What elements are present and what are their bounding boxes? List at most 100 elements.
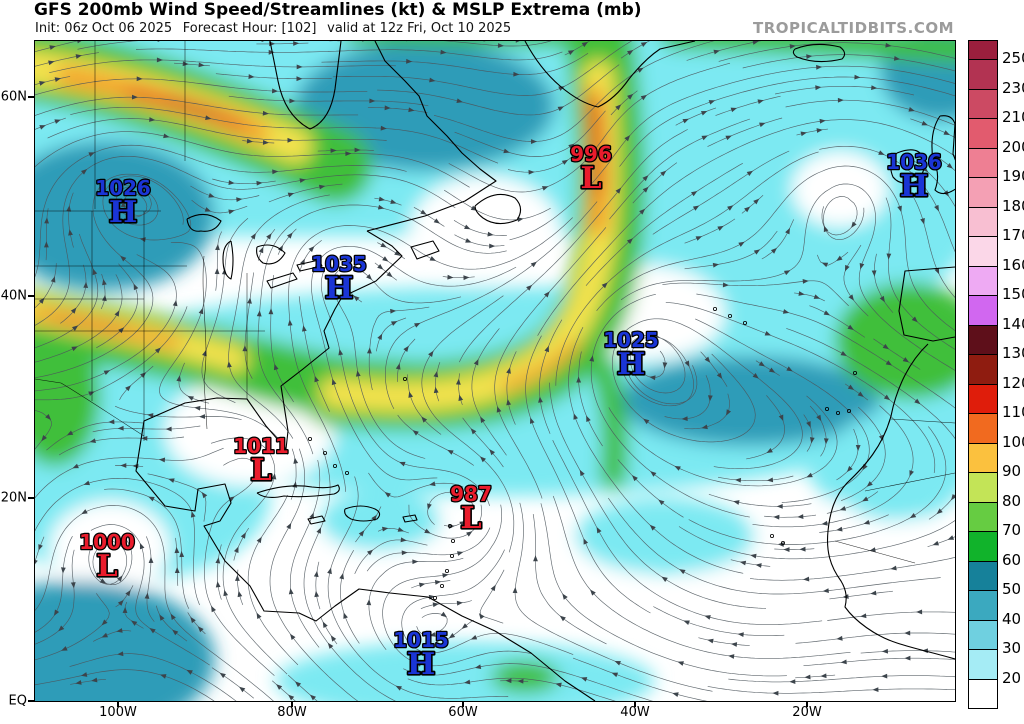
streamline-arrow-icon xyxy=(722,282,729,288)
streamline xyxy=(187,612,206,635)
streamline-arrow-icon xyxy=(601,282,608,289)
streamline-arrow-icon xyxy=(448,633,456,639)
streamline-arrow-icon xyxy=(309,694,316,701)
streamline xyxy=(290,448,297,500)
streamline-arrow-icon xyxy=(465,238,472,243)
colorbar-segment xyxy=(969,678,997,708)
streamline-arrow-icon xyxy=(897,205,902,213)
pressure-value: 996 xyxy=(570,142,612,166)
coastline xyxy=(890,149,925,184)
streamline xyxy=(662,280,849,307)
streamline xyxy=(247,494,299,666)
streamline xyxy=(320,263,490,506)
streamline-arrow-icon xyxy=(412,430,419,436)
streamline-arrow-icon xyxy=(41,435,47,442)
coastline xyxy=(296,259,323,272)
streamline xyxy=(377,64,620,116)
streamline-arrow-icon xyxy=(681,416,688,422)
streamline-arrow-icon xyxy=(247,297,252,304)
streamline xyxy=(289,460,321,648)
streamline-arrow-icon xyxy=(345,151,352,157)
streamline xyxy=(401,549,574,655)
streamline-arrow-icon xyxy=(44,217,49,224)
streamline xyxy=(35,131,470,188)
streamline-arrow-icon xyxy=(726,409,732,416)
streamline-arrow-icon xyxy=(246,138,253,144)
island xyxy=(322,450,327,455)
streamline-arrow-icon xyxy=(266,233,272,240)
streamline xyxy=(761,219,794,260)
pressure-letter: L xyxy=(96,549,117,584)
coastline xyxy=(344,505,381,522)
streamline-arrow-icon xyxy=(816,128,823,133)
streamline-arrow-icon xyxy=(589,355,595,362)
streamline-arrow-icon xyxy=(262,140,269,145)
streamline xyxy=(35,306,188,401)
streamline-arrow-icon xyxy=(367,549,374,556)
streamline xyxy=(444,189,551,221)
streamline-arrow-icon xyxy=(108,419,115,425)
streamline-arrow-icon xyxy=(815,85,822,91)
streamline-arrow-icon xyxy=(596,526,602,534)
streamline xyxy=(45,208,49,261)
streamline-arrow-icon xyxy=(117,599,124,606)
streamline xyxy=(35,96,359,116)
streamline-arrow-icon xyxy=(228,180,235,185)
streamline-arrow-icon xyxy=(248,74,255,79)
field-shape xyxy=(275,641,655,701)
field-shape xyxy=(50,501,170,591)
streamline-arrow-icon xyxy=(777,542,784,547)
streamline xyxy=(145,536,155,622)
streamline-arrow-icon xyxy=(627,93,634,100)
streamline xyxy=(448,62,731,193)
streamline xyxy=(678,520,955,560)
streamline-arrow-icon xyxy=(354,147,361,153)
streamline xyxy=(228,194,330,439)
streamline xyxy=(215,231,222,291)
streamline-arrow-icon xyxy=(399,461,406,467)
streamline xyxy=(135,48,563,61)
streamline xyxy=(752,405,914,528)
streamline xyxy=(104,488,190,609)
streamline xyxy=(552,495,851,659)
streamline-arrow-icon xyxy=(708,100,716,105)
streamline-arrow-icon xyxy=(403,345,409,352)
lon-tick xyxy=(462,701,464,707)
colorbar-segment xyxy=(969,41,997,59)
streamline-arrow-icon xyxy=(120,255,127,262)
streamline-arrow-icon xyxy=(459,520,466,527)
streamline-arrow-icon xyxy=(440,49,447,55)
streamline-arrow-icon xyxy=(770,247,777,254)
streamline-arrow-icon xyxy=(473,359,479,366)
lat-tick-label: 20N xyxy=(0,490,27,506)
streamline-arrow-icon xyxy=(783,270,791,276)
streamline-arrow-icon xyxy=(428,350,434,357)
streamline-arrow-icon xyxy=(533,555,538,562)
streamline-arrow-icon xyxy=(147,413,154,418)
streamline-arrow-icon xyxy=(382,256,389,262)
colorbar-tick-label: 110 xyxy=(1002,403,1024,422)
colorbar-segment xyxy=(969,442,997,473)
streamline xyxy=(355,506,382,543)
colorbar-segment xyxy=(969,265,997,296)
page-title: GFS 200mb Wind Speed/Streamlines (kt) & … xyxy=(34,0,642,20)
streamline-arrow-icon xyxy=(933,153,941,159)
streamline-arrow-icon xyxy=(293,41,300,46)
streamline xyxy=(885,197,955,350)
map-area: 1026 H 996 L 1036 H 1035 H 1025 H 1011 L 987 L 1000 L 10… xyxy=(34,40,956,702)
streamline xyxy=(596,165,955,332)
colorbar-segment xyxy=(969,147,997,178)
island xyxy=(847,408,852,413)
streamline xyxy=(795,674,836,679)
streamline-arrow-icon xyxy=(271,473,277,480)
streamline-arrow-icon xyxy=(377,204,385,210)
streamline-arrow-icon xyxy=(433,386,439,394)
streamline-arrow-icon xyxy=(759,122,766,128)
streamline xyxy=(115,585,134,608)
streamline-arrow-icon xyxy=(800,131,807,137)
streamline xyxy=(843,244,869,317)
field-shape xyxy=(835,283,955,399)
